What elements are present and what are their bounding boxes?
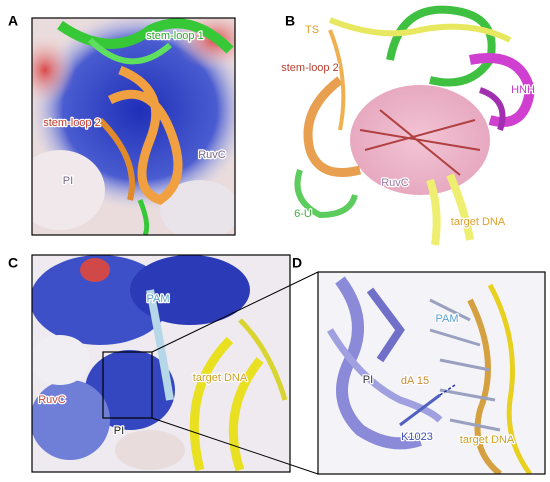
panel-c-image <box>32 255 290 472</box>
label: PI <box>114 425 124 437</box>
panel-letter: C <box>8 255 18 271</box>
label: stem-loop 1 <box>146 30 203 42</box>
panel-a-image <box>32 18 235 235</box>
label: 6-U <box>294 208 312 220</box>
label: HNH <box>511 84 535 96</box>
panel-letter: A <box>8 13 18 29</box>
panel-d-image <box>318 272 545 474</box>
label: dA 15 <box>401 375 429 387</box>
label: RuvC <box>381 177 409 189</box>
panel-letter: B <box>285 13 295 29</box>
label: stem-loop 2 <box>281 62 338 74</box>
panel-c-frame <box>31 254 291 473</box>
label: K1023 <box>401 431 433 443</box>
label: PI <box>63 175 73 187</box>
label: TS <box>305 24 319 36</box>
label: PAM <box>435 313 458 325</box>
panel-d-frame <box>317 271 546 475</box>
label: target DNA <box>451 216 506 228</box>
label: stem-loop 2 <box>43 117 100 129</box>
label: PAM <box>146 293 169 305</box>
label: target DNA <box>460 434 515 446</box>
panel-a-frame <box>31 17 236 236</box>
label: RuvC <box>38 394 66 406</box>
label: PI <box>363 374 373 386</box>
label: RuvC <box>198 149 226 161</box>
panel-b-image <box>294 5 536 246</box>
label: target DNA <box>193 372 248 384</box>
panel-letter: D <box>292 255 302 271</box>
zoom-box <box>102 351 153 419</box>
zoom-line <box>151 271 319 353</box>
zoom-line <box>151 417 319 475</box>
